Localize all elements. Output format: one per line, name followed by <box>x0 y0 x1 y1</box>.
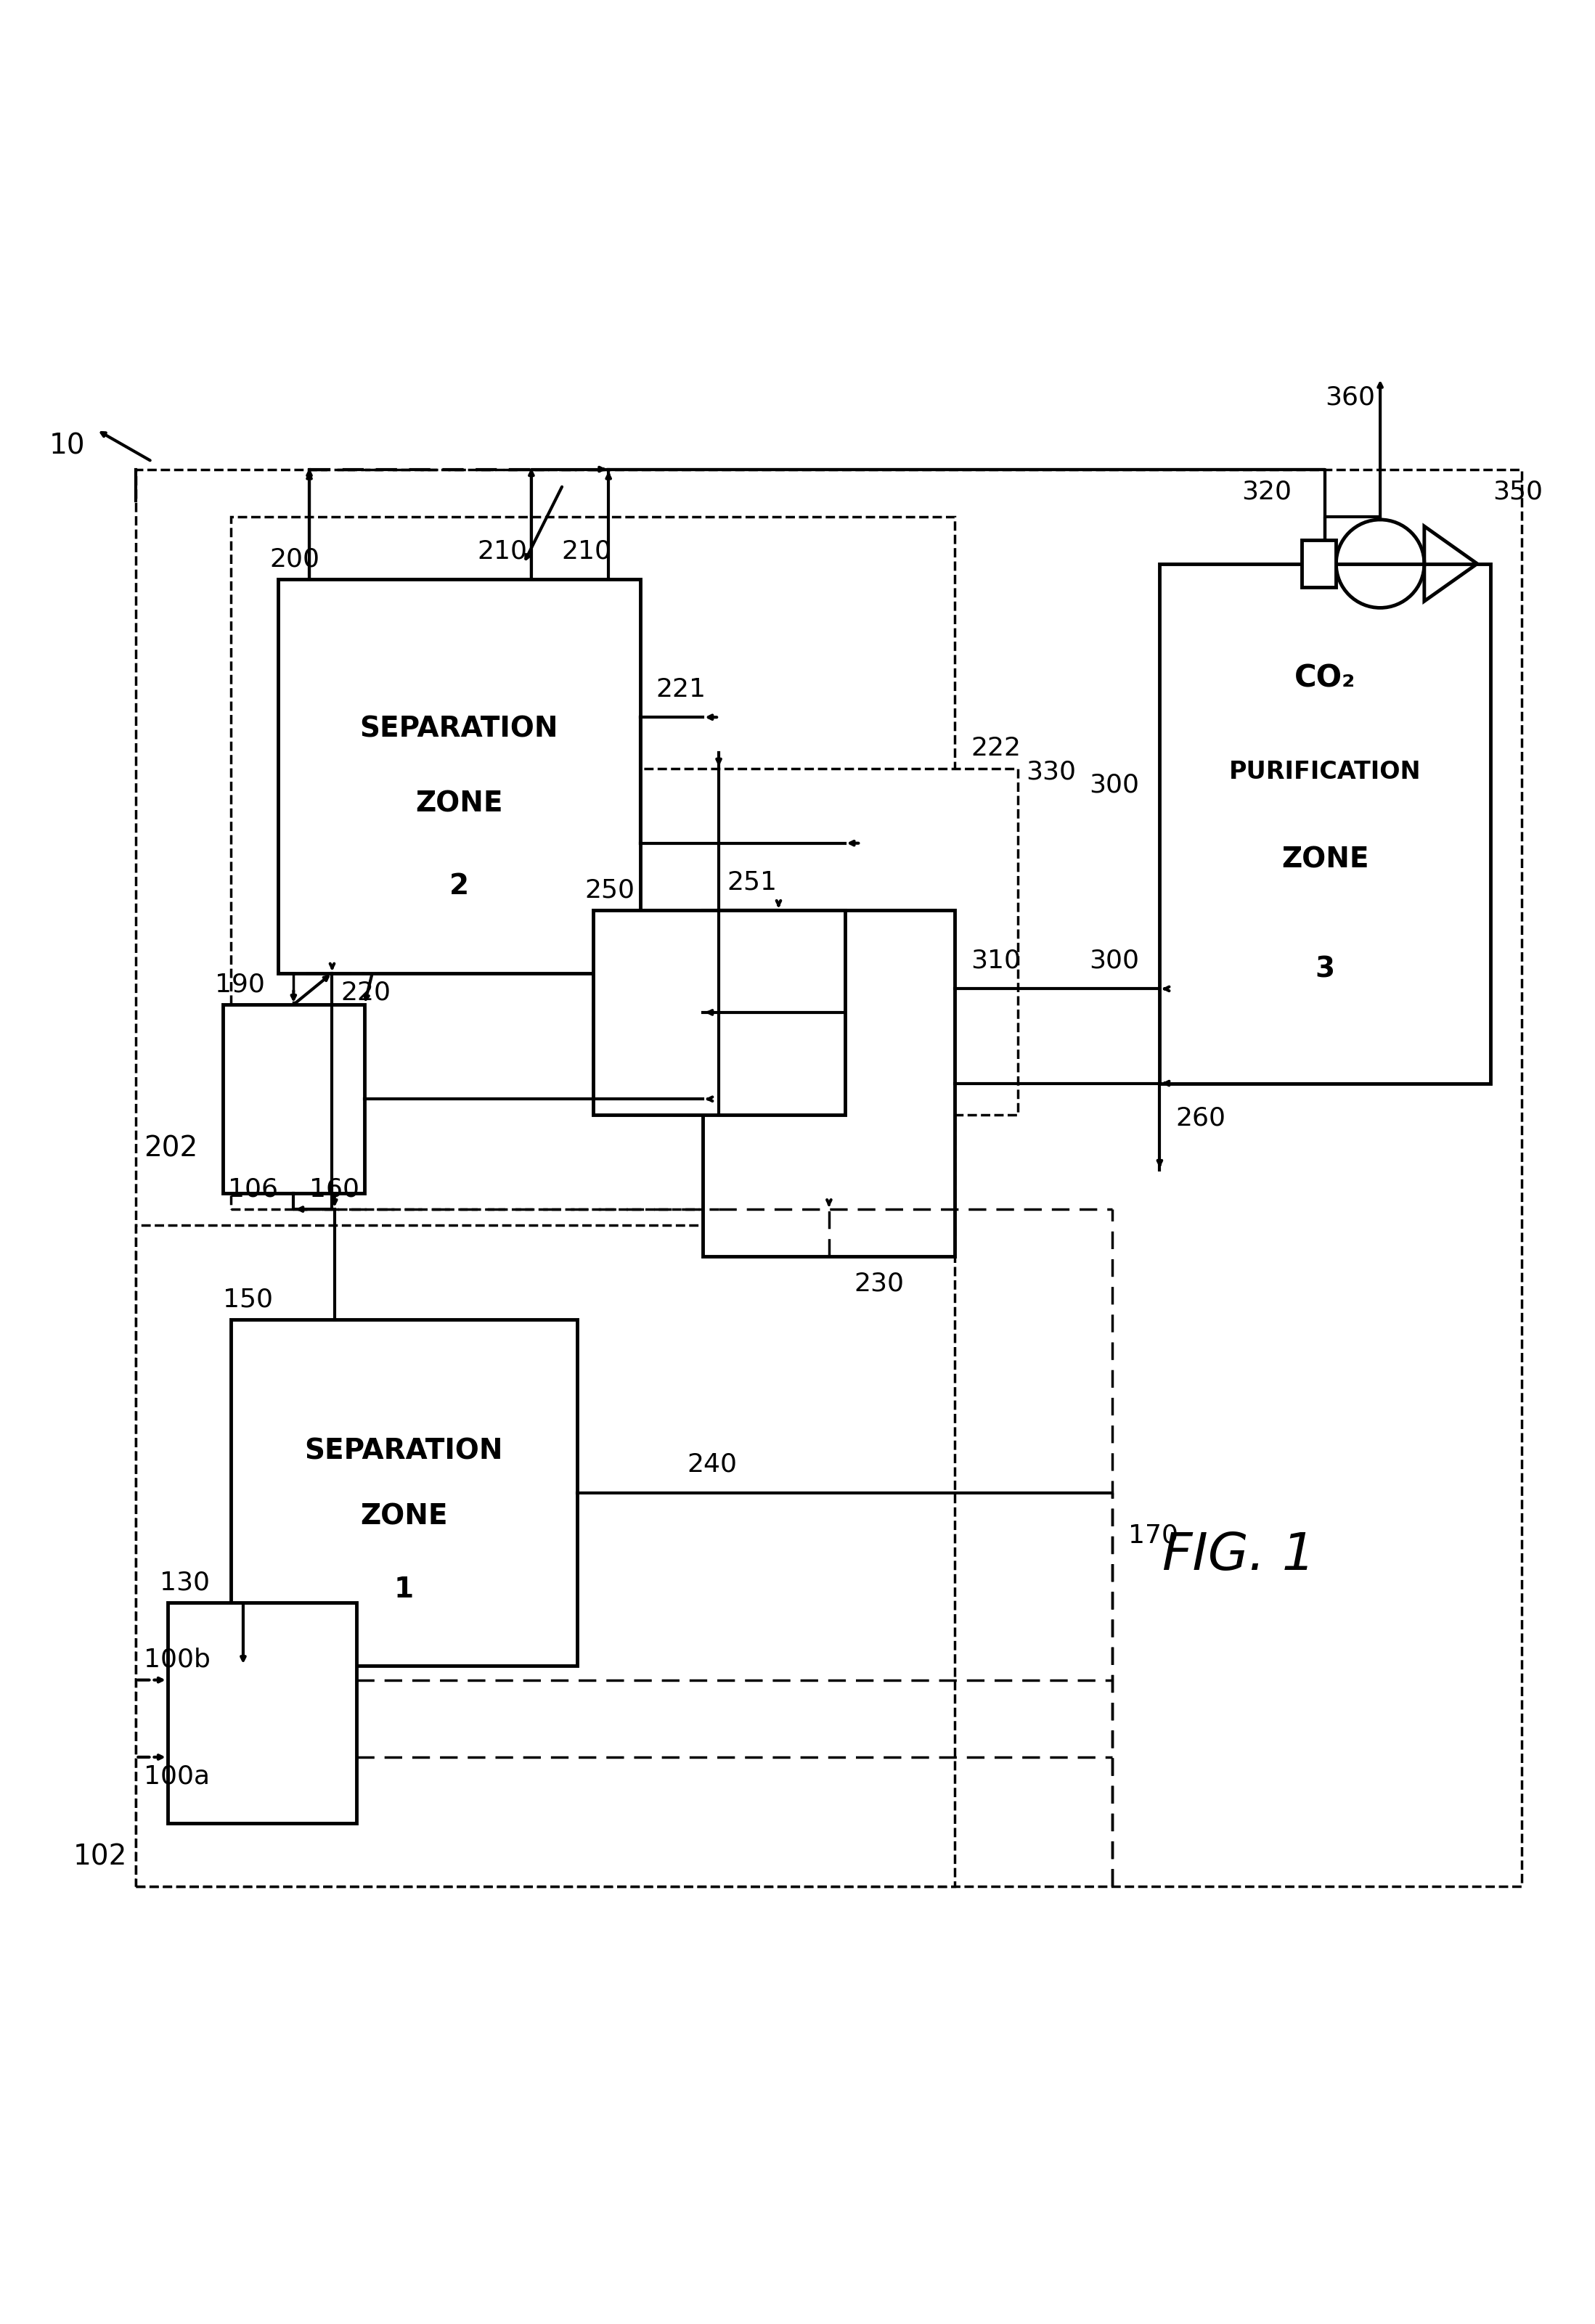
Text: 2: 2 <box>450 874 469 899</box>
Text: 221: 221 <box>656 676 707 702</box>
Bar <box>167 1604 357 1824</box>
Text: 260: 260 <box>1176 1106 1225 1129</box>
Text: 330: 330 <box>1026 760 1077 783</box>
Bar <box>593 769 1018 1116</box>
Bar <box>231 516 955 1208</box>
Bar <box>136 1225 955 1887</box>
Bar <box>593 911 845 1116</box>
Text: SEPARATION: SEPARATION <box>359 716 558 744</box>
Bar <box>1302 539 1337 588</box>
Text: 3: 3 <box>1316 955 1335 983</box>
Text: 320: 320 <box>1241 479 1292 504</box>
Text: 300: 300 <box>1089 948 1139 974</box>
Text: CO₂: CO₂ <box>1295 662 1356 693</box>
Text: 1: 1 <box>394 1576 413 1604</box>
Text: PURIFICATION: PURIFICATION <box>1230 760 1421 783</box>
Text: 310: 310 <box>971 948 1021 974</box>
Text: 220: 220 <box>341 981 391 1004</box>
Bar <box>136 469 1522 1887</box>
Text: 240: 240 <box>687 1452 737 1476</box>
Text: 170: 170 <box>1128 1522 1179 1548</box>
Text: 202: 202 <box>144 1134 198 1162</box>
Text: 102: 102 <box>73 1843 128 1871</box>
Bar <box>223 1004 364 1195</box>
Text: 100b: 100b <box>144 1648 211 1671</box>
Text: 251: 251 <box>727 869 777 895</box>
Text: 300: 300 <box>1089 774 1139 797</box>
Bar <box>278 579 640 974</box>
Text: 190: 190 <box>215 971 265 997</box>
Text: 10: 10 <box>49 432 86 460</box>
Text: 130: 130 <box>160 1571 211 1594</box>
Bar <box>231 1320 577 1666</box>
Text: 210: 210 <box>561 539 611 565</box>
Text: ZONE: ZONE <box>360 1504 448 1532</box>
Text: ZONE: ZONE <box>1281 846 1369 874</box>
Text: 360: 360 <box>1325 386 1375 409</box>
Text: SEPARATION: SEPARATION <box>305 1436 502 1464</box>
Text: 200: 200 <box>270 546 321 572</box>
Bar <box>1160 565 1490 1083</box>
Text: 100a: 100a <box>144 1764 211 1789</box>
Text: 210: 210 <box>477 539 526 565</box>
Text: 350: 350 <box>1493 479 1542 504</box>
Text: 106: 106 <box>228 1176 278 1202</box>
Bar <box>703 911 955 1257</box>
Text: ZONE: ZONE <box>415 790 502 818</box>
Text: 250: 250 <box>585 878 635 902</box>
Text: 150: 150 <box>223 1287 273 1311</box>
Text: 230: 230 <box>855 1271 904 1297</box>
Text: 222: 222 <box>971 737 1021 760</box>
Text: 160: 160 <box>309 1176 359 1202</box>
Text: FIG. 1: FIG. 1 <box>1161 1532 1314 1580</box>
